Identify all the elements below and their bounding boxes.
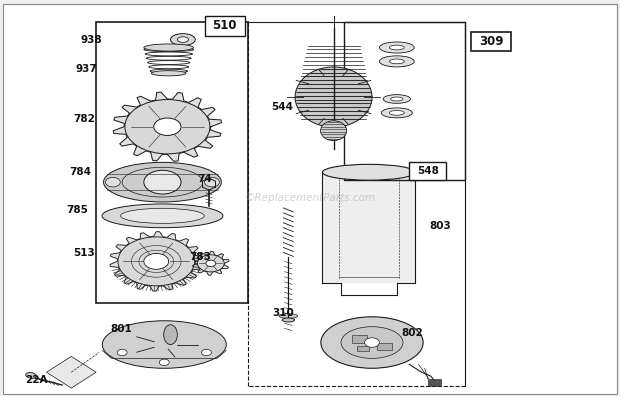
Text: 782: 782 <box>73 114 95 124</box>
Polygon shape <box>203 181 209 187</box>
Circle shape <box>365 338 379 347</box>
Ellipse shape <box>282 318 294 322</box>
Text: 22A: 22A <box>25 375 47 385</box>
Ellipse shape <box>177 37 188 42</box>
Ellipse shape <box>379 42 414 53</box>
Ellipse shape <box>379 56 414 67</box>
Circle shape <box>159 359 169 366</box>
Ellipse shape <box>391 97 403 101</box>
Text: 74: 74 <box>197 174 212 184</box>
Polygon shape <box>209 184 215 190</box>
Bar <box>409 162 446 180</box>
Ellipse shape <box>120 208 204 223</box>
Bar <box>344 22 465 180</box>
Text: 510: 510 <box>213 19 237 32</box>
Circle shape <box>205 177 219 187</box>
Ellipse shape <box>104 162 221 202</box>
Bar <box>471 32 511 51</box>
Ellipse shape <box>321 121 347 141</box>
Circle shape <box>125 99 210 154</box>
Text: 544: 544 <box>272 102 293 112</box>
Text: 785: 785 <box>66 205 88 215</box>
Polygon shape <box>193 251 229 275</box>
Text: 548: 548 <box>417 166 439 176</box>
Polygon shape <box>46 356 96 388</box>
Bar <box>356 345 369 352</box>
Text: 310: 310 <box>273 308 294 318</box>
Polygon shape <box>203 184 209 190</box>
Circle shape <box>197 255 224 272</box>
Text: 801: 801 <box>110 324 132 335</box>
Ellipse shape <box>151 70 186 76</box>
Text: 802: 802 <box>402 327 423 338</box>
Ellipse shape <box>389 59 404 64</box>
Circle shape <box>105 177 120 187</box>
Bar <box>96 22 248 303</box>
Ellipse shape <box>321 317 423 368</box>
Circle shape <box>206 260 216 267</box>
Bar <box>377 343 392 350</box>
Ellipse shape <box>279 314 298 318</box>
Circle shape <box>117 349 127 356</box>
Text: 309: 309 <box>479 35 503 48</box>
Ellipse shape <box>102 321 226 368</box>
Polygon shape <box>110 232 203 291</box>
Text: ©ReplacementParts.com: ©ReplacementParts.com <box>244 193 376 203</box>
Ellipse shape <box>144 44 193 51</box>
Ellipse shape <box>389 110 404 115</box>
Text: 803: 803 <box>430 221 451 231</box>
Text: 938: 938 <box>81 35 102 46</box>
Ellipse shape <box>102 204 223 228</box>
Circle shape <box>154 118 181 135</box>
Bar <box>322 172 415 283</box>
Polygon shape <box>209 178 215 184</box>
Ellipse shape <box>164 325 177 345</box>
Circle shape <box>202 349 211 356</box>
Polygon shape <box>209 181 215 187</box>
Ellipse shape <box>170 34 195 46</box>
Bar <box>352 335 367 343</box>
Ellipse shape <box>341 327 403 358</box>
Polygon shape <box>113 92 221 161</box>
Polygon shape <box>203 178 209 184</box>
Bar <box>428 379 441 386</box>
Circle shape <box>118 237 195 286</box>
Ellipse shape <box>322 164 415 180</box>
Ellipse shape <box>389 45 404 50</box>
Text: 937: 937 <box>76 64 97 74</box>
Bar <box>205 16 245 36</box>
Polygon shape <box>295 67 372 127</box>
Ellipse shape <box>383 95 410 103</box>
Text: 784: 784 <box>69 167 91 177</box>
Ellipse shape <box>381 108 412 118</box>
Circle shape <box>144 170 181 194</box>
Circle shape <box>144 253 169 269</box>
Ellipse shape <box>25 372 37 379</box>
Text: 513: 513 <box>73 248 95 258</box>
Text: 783: 783 <box>189 252 211 263</box>
